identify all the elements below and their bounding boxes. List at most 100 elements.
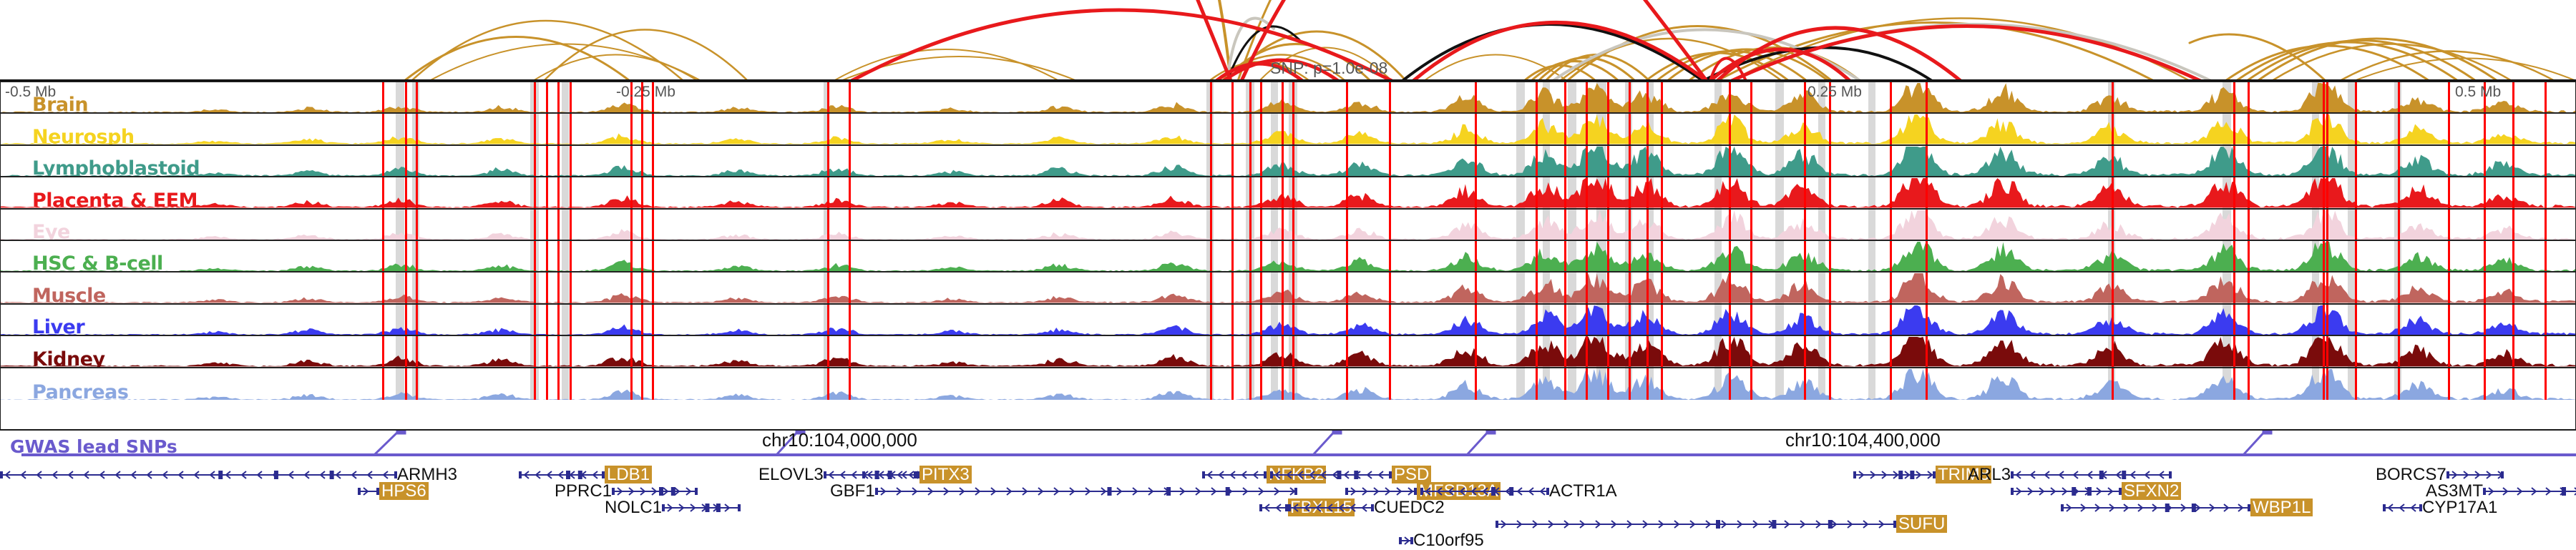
signal-area — [1, 368, 2575, 400]
snp-marker — [1926, 177, 1928, 208]
snp-marker — [2512, 209, 2514, 240]
snp-marker — [557, 145, 560, 177]
gene-gbf1[interactable]: GBF1 — [830, 481, 1297, 500]
snp-marker — [652, 145, 654, 177]
track-kidney[interactable]: Kidney — [1, 336, 2575, 368]
track-eye[interactable]: Eye — [1, 209, 2575, 241]
shaded-region — [824, 336, 829, 367]
snp-marker — [1210, 272, 1212, 303]
gene-pitx3[interactable]: PITX3 — [862, 465, 972, 484]
snp-marker — [1890, 177, 1892, 208]
snp-marker — [1282, 177, 1284, 208]
gene-structure — [874, 483, 1297, 499]
gene-cyp17a1[interactable]: CYP17A1 — [2383, 498, 2497, 516]
snp-marker — [1475, 240, 1477, 272]
snp-marker — [2448, 114, 2450, 144]
snp-marker — [2233, 209, 2235, 240]
gene-row: HPS6 PPRC1 GBF1 MFSD13A ACTR1A SFXN2 AS3MT — [0, 481, 2576, 501]
track-neurosph[interactable]: Neurosph — [1, 114, 2575, 146]
snp-marker — [2398, 209, 2400, 240]
gene-wbp1l[interactable]: WBP1L — [2061, 498, 2313, 517]
snp-marker — [557, 240, 560, 272]
track-liver[interactable]: Liver — [1, 304, 2575, 337]
gene-name-label: SFXN2 — [2122, 482, 2182, 501]
snp-marker — [2398, 114, 2400, 144]
snp-marker — [1282, 145, 1284, 177]
track-label-lymphoblastoid: Lymphoblastoid — [32, 157, 200, 178]
gene-actr1a[interactable]: ACTR1A — [1420, 481, 1617, 500]
gene-structure — [1270, 467, 1392, 483]
snp-marker — [2355, 209, 2357, 240]
snp-marker — [1475, 368, 1477, 400]
shaded-region — [2348, 82, 2356, 113]
gene-pprc1[interactable]: PPRC1 — [555, 481, 698, 500]
snp-marker — [1829, 272, 1831, 303]
snp-marker — [416, 145, 418, 177]
snp-marker — [1231, 114, 1234, 144]
shaded-region — [1818, 240, 1825, 272]
snp-marker — [1536, 82, 1538, 113]
snp-marker — [1890, 114, 1892, 144]
snp-marker — [1292, 240, 1294, 272]
track-lymphoblastoid[interactable]: Lymphoblastoid — [1, 145, 2575, 178]
gene-psd[interactable]: PSD — [1270, 465, 1432, 484]
snp-marker — [641, 368, 643, 400]
shaded-region — [1271, 304, 1278, 335]
gene-nolc1[interactable]: NOLC1 — [605, 498, 741, 516]
snp-marker — [405, 368, 407, 400]
shaded-region — [1868, 336, 1875, 367]
arc-group-tan — [403, 0, 2576, 81]
snp-marker — [1729, 240, 1731, 272]
gene-cuedc2[interactable]: CUEDC2 — [1288, 498, 1445, 516]
track-pancreas[interactable]: Pancreas — [1, 368, 2575, 400]
snp-marker — [1926, 368, 1928, 400]
snp-marker — [2112, 368, 2114, 400]
gene-trim8[interactable]: TRIM8 — [1853, 465, 1991, 484]
gene-hps6[interactable]: HPS6 — [358, 481, 429, 501]
shaded-region — [1516, 145, 1525, 177]
snp-marker — [652, 304, 654, 335]
gene-sufu[interactable]: SUFU — [1496, 514, 1948, 534]
snp-marker — [652, 368, 654, 400]
track-brain[interactable]: Brain -0.5 Mb -0.25 Mb 0.25 Mb 0.5 Mb — [1, 82, 2575, 114]
gene-body — [1288, 503, 1374, 512]
snp-marker — [1646, 177, 1649, 208]
gene-ldb1[interactable]: LDB1 — [519, 465, 653, 484]
gene-c10orf95[interactable]: C10orf95 — [1399, 531, 1484, 549]
snp-marker — [641, 114, 643, 144]
shaded-region — [1818, 336, 1825, 367]
gene-name-label: PSD — [1392, 466, 1432, 484]
shaded-region — [1818, 368, 1825, 400]
snp-marker — [1564, 272, 1566, 303]
snp-marker — [534, 240, 536, 272]
track-placenta-eem[interactable]: Placenta & EEM — [1, 177, 2575, 210]
shaded-region — [824, 177, 829, 208]
track-hsc-b-cell[interactable]: HSC & B-cell — [1, 240, 2575, 273]
snp-marker — [1586, 177, 1588, 208]
track-muscle[interactable]: Muscle — [1, 272, 2575, 305]
snp-marker — [405, 114, 407, 144]
snp-marker — [1804, 336, 1806, 367]
snp-marker — [1389, 209, 1391, 240]
snp-marker — [652, 114, 654, 144]
gene-as3mt[interactable]: AS3MT — [2426, 481, 2576, 500]
snp-marker — [2112, 145, 2114, 177]
snp-marker — [652, 336, 654, 367]
gene-borcs7[interactable]: BORCS7 — [2376, 465, 2504, 483]
gene-body — [519, 470, 605, 479]
snp-marker — [1804, 145, 1806, 177]
track-label-muscle: Muscle — [32, 284, 106, 305]
gene-name-label: PITX3 — [919, 466, 972, 484]
snp-marker — [1282, 336, 1284, 367]
snp-marker — [1890, 82, 1892, 113]
gene-arl3[interactable]: ARL3 — [1968, 465, 2172, 483]
shaded-region — [1271, 368, 1278, 400]
snp-marker — [1210, 304, 1212, 335]
snp-marker — [1829, 336, 1831, 367]
snp-marker — [1629, 368, 1631, 400]
gene-armh3[interactable]: ARMH3 — [0, 465, 457, 483]
gene-name-label: ARL3 — [1968, 465, 2011, 485]
snp-marker — [1536, 177, 1538, 208]
gene-sfxn2[interactable]: SFXN2 — [2011, 481, 2182, 501]
snp-marker — [416, 240, 418, 272]
